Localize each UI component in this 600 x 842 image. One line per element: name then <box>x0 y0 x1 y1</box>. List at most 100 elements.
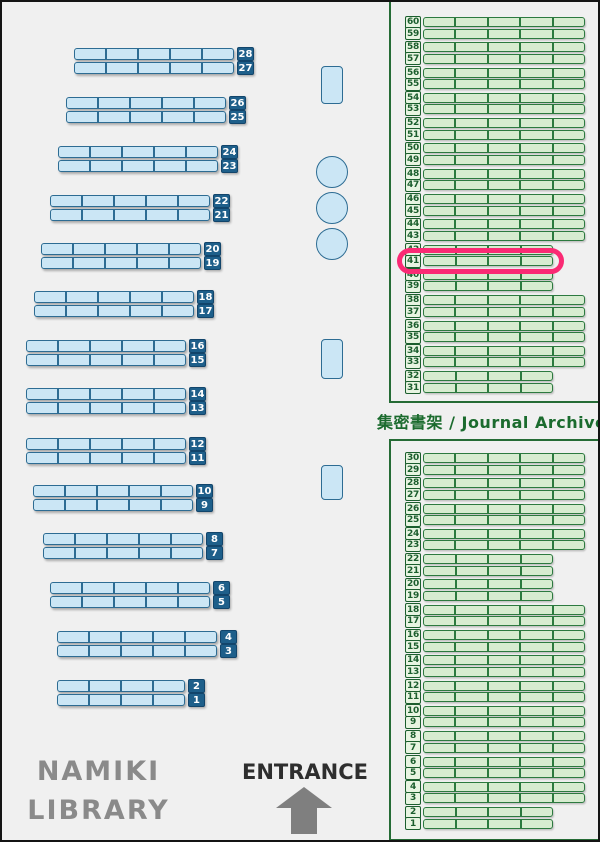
shelf-bar <box>57 631 217 643</box>
shelf-segment <box>131 306 163 316</box>
shelf-segment <box>489 383 522 392</box>
shelf-segment <box>34 500 66 510</box>
shelf-segment <box>521 516 554 525</box>
shelf-segment <box>489 681 522 690</box>
shelf-segment <box>147 597 179 607</box>
shelf-segment <box>489 195 522 204</box>
shelf-segment <box>521 220 554 229</box>
shelf-bar <box>26 388 186 400</box>
shelf-segment <box>186 632 216 642</box>
shelf-segment <box>522 592 553 600</box>
shelf-segment <box>122 646 154 656</box>
shelf-segment <box>521 346 554 355</box>
shelf-segment <box>76 534 108 544</box>
archive-number-label: 55 <box>405 77 421 91</box>
shelf-segment <box>521 105 554 114</box>
shelf-segment <box>195 98 225 108</box>
shelf-segment <box>489 181 522 190</box>
shelf-number-label: 8 <box>206 532 223 546</box>
shelf-segment <box>521 479 554 488</box>
shelf-bar <box>57 694 185 706</box>
shelf-segment <box>83 583 115 593</box>
shelf-segment <box>489 358 522 367</box>
shelf-segment <box>554 181 584 189</box>
archive-row-57: 57 <box>405 52 600 66</box>
shelf-bar <box>26 402 186 414</box>
shelf-number-label: 23 <box>221 159 238 173</box>
shelf-segment <box>67 306 99 316</box>
shelf-segment <box>99 306 131 316</box>
shelf-segment <box>554 505 584 513</box>
shelf-segment <box>155 389 185 399</box>
shelf-segment <box>521 541 554 550</box>
archive-number-label: 35 <box>405 330 421 344</box>
archive-shelf-bar <box>423 641 585 652</box>
archive-row-29: 29 <box>405 463 600 476</box>
shelf-segment <box>456 631 489 640</box>
shelf-segment <box>187 161 217 171</box>
shelf-segment <box>489 580 522 589</box>
shelf-segment <box>489 18 522 26</box>
archive-shelf-bar <box>423 143 585 154</box>
shelf-segment <box>489 591 522 600</box>
archive-shelf-bar <box>423 256 553 267</box>
shelf-segment <box>424 504 457 513</box>
shelf-segment <box>489 819 522 828</box>
shelf-segment <box>58 632 90 642</box>
shelf-segment <box>59 147 91 157</box>
archive-row-31: 31 <box>405 381 600 395</box>
archive-row-30: 30 <box>405 451 600 465</box>
archive-number-label: 33 <box>405 355 421 369</box>
blue-shelf-pair: 10 9 <box>33 484 213 513</box>
shelf-segment <box>554 530 584 538</box>
round-table <box>316 192 348 224</box>
archive-row-48: 48 <box>405 167 600 181</box>
shelf-segment <box>91 453 123 463</box>
archive-number-label: 57 <box>405 52 421 66</box>
shelf-segment <box>90 632 122 642</box>
shelf-segment <box>554 308 584 316</box>
shelf-segment <box>66 500 98 510</box>
shelf-segment <box>122 632 154 642</box>
archive-shelf-bar <box>423 67 585 78</box>
archive-row-12: 12 <box>405 679 600 693</box>
shelf-segment <box>456 68 489 77</box>
archive-shelf-bar <box>423 464 585 475</box>
shelf-segment <box>424 555 457 564</box>
shelf-segment <box>489 782 522 791</box>
shelf-segment <box>456 321 489 330</box>
shelf-segment <box>554 656 584 664</box>
archive-number-label: 58 <box>405 40 421 54</box>
archive-row-38: 38 <box>405 293 600 307</box>
shelf-segment <box>424 29 457 38</box>
archive-row-46: 46 <box>405 192 600 206</box>
shelf-segment <box>456 195 489 204</box>
shelf-segment <box>456 681 489 690</box>
shelf-segment <box>67 112 99 122</box>
shelf-segment <box>424 206 457 215</box>
archive-shelf-bar <box>423 742 585 753</box>
shelf-number-label: 13 <box>189 401 206 415</box>
archive-shelf-bar <box>423 630 585 641</box>
shelf-bar <box>50 209 210 221</box>
shelf-bar <box>50 195 210 207</box>
shelf-segment <box>554 322 584 330</box>
blue-shelf-pair: 18 17 <box>34 290 214 319</box>
shelf-segment <box>489 220 522 229</box>
shelf-segment <box>123 355 155 365</box>
shelf-segment <box>457 580 489 589</box>
archive-shelf-bar <box>423 345 585 356</box>
shelf-segment <box>456 743 489 752</box>
shelf-segment <box>456 181 489 190</box>
shelf-segment <box>115 583 147 593</box>
pillar <box>321 66 343 104</box>
shelf-segment <box>424 321 457 330</box>
shelf-segment <box>163 306 193 316</box>
archive-number-label: 17 <box>405 614 421 628</box>
shelf-segment <box>107 63 139 73</box>
shelf-segment <box>521 144 554 153</box>
shelf-segment <box>521 195 554 204</box>
archive-row-54: 54 <box>405 91 600 105</box>
